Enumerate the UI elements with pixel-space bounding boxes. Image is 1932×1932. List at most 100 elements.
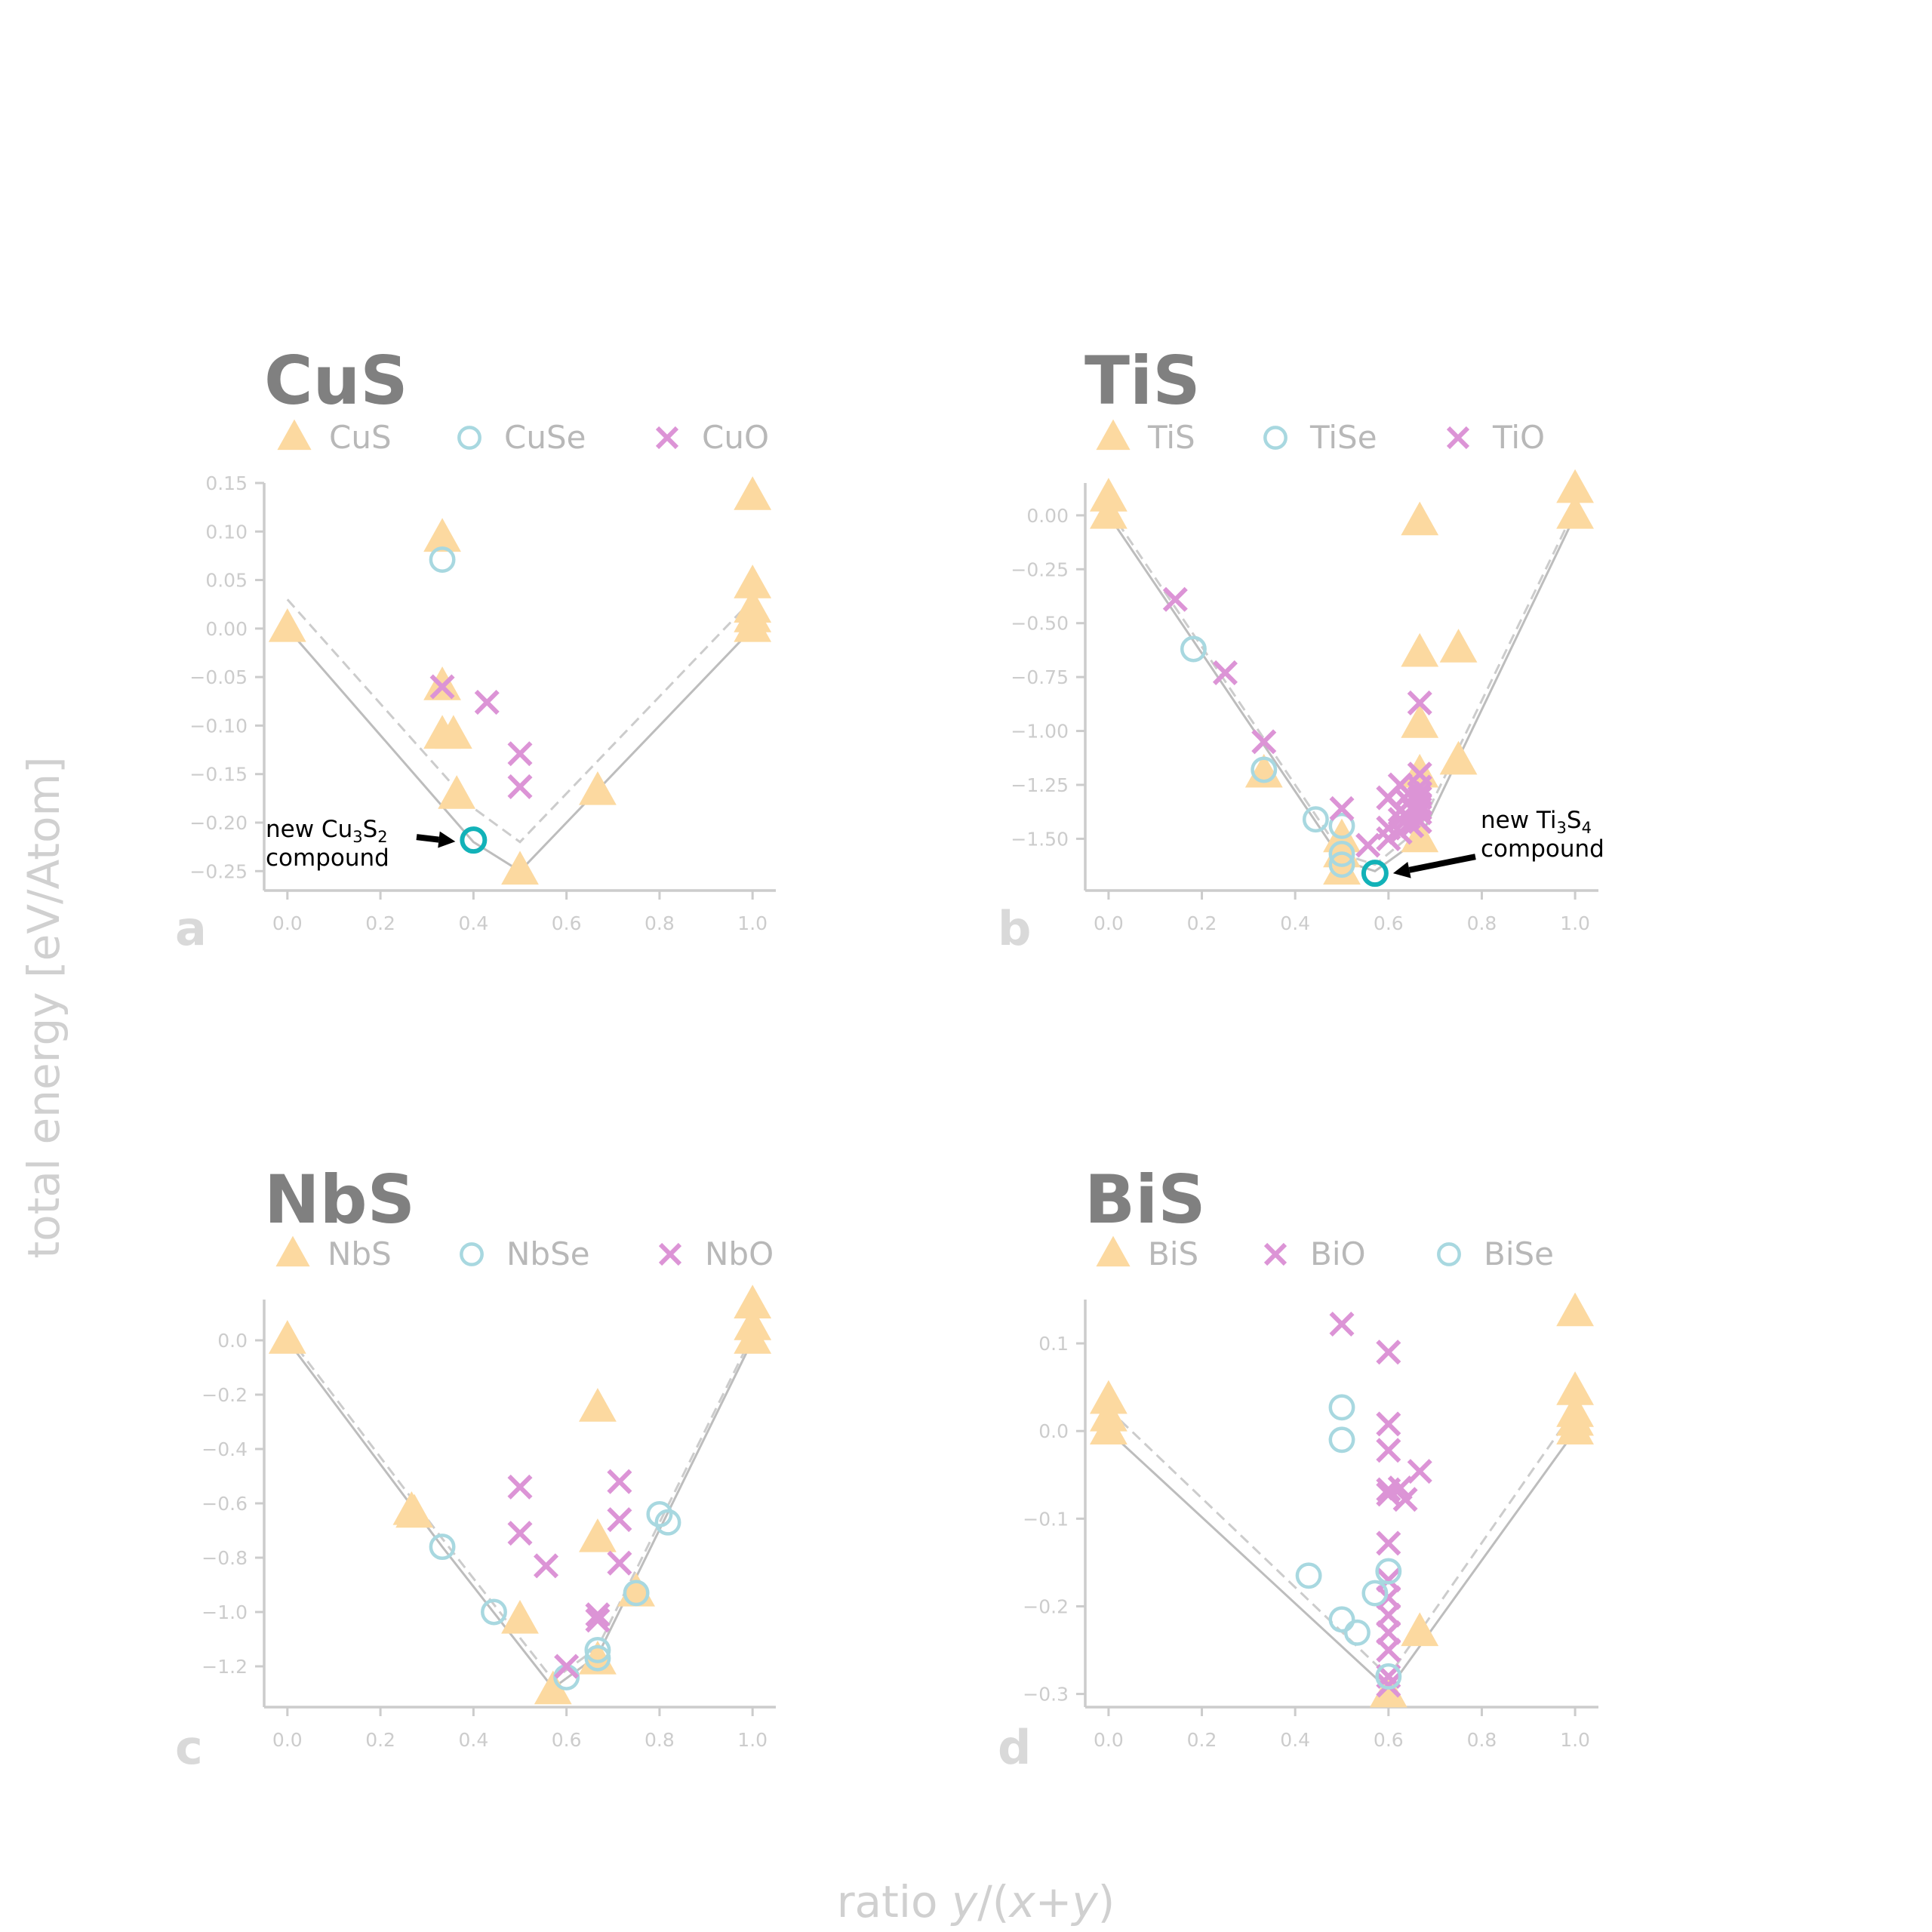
data-point <box>585 1607 611 1633</box>
legend-entry: TiSe <box>1263 419 1377 456</box>
data-point <box>1376 826 1401 851</box>
legend-circle-icon <box>1437 1242 1461 1266</box>
data-point <box>1407 1459 1432 1484</box>
x-tick-label: 0.4 <box>458 912 488 934</box>
panel-letter: a <box>175 901 207 956</box>
data-point <box>554 1654 580 1679</box>
data-point <box>607 1469 632 1494</box>
annotation-text: new Cu3S2 <box>266 816 388 846</box>
y-tick-label: 0.0 <box>217 1330 248 1352</box>
legend-cross-icon <box>658 1242 682 1266</box>
data-point <box>1180 635 1207 663</box>
x-axis-label-part: y <box>950 1876 978 1927</box>
data-point <box>501 851 539 885</box>
y-tick-label: 0.15 <box>205 472 248 494</box>
panel-letter: b <box>998 901 1031 956</box>
data-point <box>1328 1606 1355 1633</box>
y-tick-label: −0.2 <box>1023 1595 1069 1617</box>
data-point <box>1375 1558 1402 1585</box>
data-point <box>501 1599 539 1634</box>
x-axis-label: ratio y/(x+y) <box>837 1876 1115 1927</box>
data-point <box>1439 629 1478 663</box>
x-axis-label-part: ratio <box>837 1876 952 1927</box>
x-tick-label: 0.6 <box>1374 912 1404 934</box>
data-point <box>1090 495 1128 529</box>
panel-c: NbS c NbS NbSe NbO 0.0 0.2 0.4 0.6 0.8 1.0 0.0 −0.2 −… <box>175 1161 776 1775</box>
x-tick-label: 0.4 <box>1280 912 1310 934</box>
data-point <box>579 1388 617 1422</box>
x-tick-label: 0.0 <box>272 1729 303 1751</box>
x-tick-label: 1.0 <box>737 912 768 934</box>
data-point <box>584 1644 611 1672</box>
data-point <box>533 1553 559 1579</box>
panel-letter: d <box>998 1720 1031 1775</box>
legend-circle-icon <box>457 426 481 450</box>
legend-label: CuO <box>702 419 769 456</box>
hull-solid-line <box>286 1340 754 1690</box>
data-point <box>507 1521 533 1546</box>
legend-label: BiO <box>1310 1235 1366 1272</box>
legend-entry: NbS <box>275 1235 392 1272</box>
y-tick-label: −0.50 <box>1011 613 1069 635</box>
data-point <box>1401 501 1439 536</box>
data-point <box>1556 495 1594 529</box>
y-tick-label: −1.25 <box>1011 774 1069 796</box>
legend-triangle-icon <box>277 419 312 451</box>
data-point <box>1376 1531 1401 1556</box>
hull-solid-line <box>1107 1430 1577 1692</box>
data-point <box>1343 1619 1371 1646</box>
legend-label: BiSe <box>1484 1235 1554 1272</box>
legend-entry: BiO <box>1263 1235 1366 1272</box>
data-point <box>1328 1394 1355 1421</box>
series-TiO <box>1162 586 1432 858</box>
y-tick-label: −0.20 <box>189 812 248 834</box>
legend-label: BiS <box>1148 1235 1198 1272</box>
x-tick-label: 0.6 <box>552 912 582 934</box>
hull-dashed-line <box>286 598 754 844</box>
data-point <box>579 771 617 805</box>
data-point <box>1376 1672 1401 1698</box>
annotation-arrow-head <box>1392 862 1411 878</box>
data-point <box>1376 1481 1401 1507</box>
x-tick-label: 0.4 <box>458 1729 488 1751</box>
series-TiSe <box>1180 635 1355 878</box>
data-point <box>1407 690 1432 715</box>
x-axis-label-part: ) <box>1098 1876 1115 1927</box>
data-point <box>646 1500 673 1527</box>
data-point <box>268 608 306 642</box>
data-point <box>579 1518 617 1552</box>
legend-entry: NbSe <box>460 1235 590 1272</box>
series-BiS <box>1090 1292 1594 1708</box>
data-point <box>623 1580 650 1607</box>
hull-solid-line <box>1107 515 1577 872</box>
legend-label: NbO <box>705 1235 774 1272</box>
data-point <box>1162 586 1188 612</box>
annotation-arrow-shaft <box>1408 854 1476 873</box>
annotation-arrow-head <box>438 831 456 848</box>
data-point <box>434 715 472 749</box>
annotation-text: compound <box>266 844 389 872</box>
x-axis-label-part: /( <box>977 1876 1009 1927</box>
y-tick-label: −0.75 <box>1011 666 1069 688</box>
legend-entry: CuS <box>277 419 392 456</box>
data-point <box>1328 851 1355 878</box>
legend-label: NbS <box>328 1235 392 1272</box>
data-point <box>607 1550 632 1576</box>
data-point <box>1302 806 1329 833</box>
data-point <box>429 1534 456 1561</box>
data-point <box>1376 1438 1401 1463</box>
y-tick-label: −1.50 <box>1011 828 1069 850</box>
data-point <box>507 741 533 767</box>
y-tick-label: 0.00 <box>205 618 248 640</box>
y-tick-label: −0.4 <box>202 1438 248 1460</box>
data-point <box>734 608 772 642</box>
legend-label: TiSe <box>1309 419 1377 456</box>
y-tick-label: 0.00 <box>1026 505 1069 527</box>
y-tick-label: −0.3 <box>1023 1684 1069 1706</box>
data-point <box>1361 1580 1389 1607</box>
x-tick-label: 0.2 <box>1187 912 1217 934</box>
x-tick-label: 1.0 <box>1560 1729 1590 1751</box>
data-point <box>1401 1612 1439 1647</box>
data-point <box>1329 795 1355 821</box>
